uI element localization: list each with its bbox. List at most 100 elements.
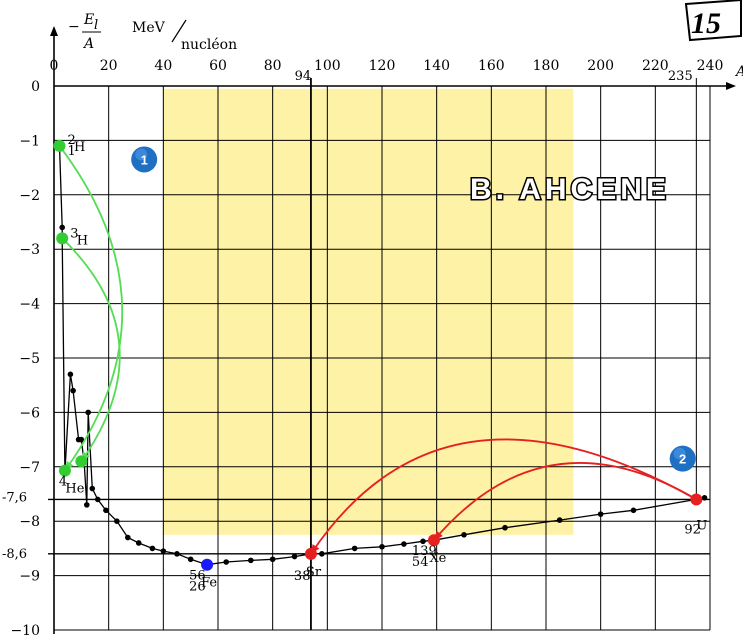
y-tick-label: 0 — [31, 79, 40, 95]
data-point — [85, 409, 91, 416]
y-extra-tick-label: -8,6 — [2, 547, 27, 562]
data-point — [597, 511, 604, 517]
data-point — [223, 559, 229, 565]
x-tick-label: 220 — [642, 58, 669, 74]
y-label-unit: MeV — [132, 20, 166, 36]
data-point — [103, 507, 109, 514]
y-label-minus: − — [68, 19, 80, 35]
nuclide-mass-number: 139 — [412, 544, 437, 559]
page-number: 15 — [691, 7, 721, 40]
data-point — [160, 548, 167, 554]
data-point — [351, 545, 358, 552]
step-badge-label: 2 — [679, 452, 686, 467]
x-tick-label: 100 — [314, 58, 341, 74]
nuclide-mass-number: 4 — [59, 475, 67, 490]
x-tick-label: 160 — [478, 58, 505, 74]
y-tick-label: −9 — [19, 569, 40, 585]
x-extra-tick-label: 94 — [295, 69, 312, 84]
data-point — [149, 545, 156, 552]
data-point — [502, 524, 508, 531]
y-tick-label: −7 — [19, 460, 40, 476]
y-label-subscript: l — [94, 18, 98, 33]
x-tick-label: 0 — [50, 58, 59, 74]
y-tick-label: −5 — [19, 351, 40, 367]
data-point — [114, 518, 120, 524]
nuclide-symbol: Sr — [306, 565, 322, 580]
data-point — [248, 557, 254, 564]
nuclide-symbol: He — [65, 482, 84, 497]
nuclide-marker — [304, 547, 317, 560]
x-axis-arrow — [726, 82, 736, 90]
y-tick-label: −8 — [19, 514, 40, 530]
y-tick-label: −6 — [19, 405, 40, 421]
nuclide-label: 21H — [67, 133, 85, 159]
nuclide-marker — [690, 493, 703, 506]
nuclide-symbol: Xe — [429, 551, 446, 566]
nuclide-marker — [75, 455, 88, 468]
x-tick-label: 20 — [100, 58, 118, 74]
author-logo: B. AHCENE — [470, 173, 670, 206]
nuclide-label: 92U — [684, 518, 707, 537]
y-tick-label: −4 — [19, 297, 40, 313]
data-point — [125, 534, 131, 541]
page-number-badge — [684, 0, 742, 42]
y-label-denominator: A — [82, 36, 94, 52]
step-badge-highlight — [135, 148, 148, 161]
nuclide-atomic-number: 38 — [294, 569, 311, 584]
nuclide-marker — [53, 139, 66, 152]
nuclide-mass-number: 56 — [189, 569, 206, 584]
fusion-arc — [58, 145, 124, 472]
data-point — [630, 507, 637, 514]
stability-region — [163, 88, 574, 535]
data-point — [78, 436, 85, 443]
y-label-unit-slash — [171, 19, 187, 43]
nuclide-marker — [56, 232, 69, 245]
nuclide-symbol: H — [77, 233, 88, 248]
nuclide-marker — [427, 534, 440, 547]
data-point — [461, 532, 467, 538]
nuclide-marker — [201, 558, 214, 571]
data-point — [84, 502, 90, 508]
nuclide-symbol: Fe — [201, 576, 217, 591]
data-point — [59, 224, 65, 231]
fission-arc — [433, 462, 697, 541]
data-point — [291, 553, 298, 560]
data-point — [67, 371, 74, 378]
x-tick-label: 140 — [423, 58, 450, 74]
data-point — [701, 495, 708, 501]
data-point — [89, 485, 96, 492]
x-tick-label: 40 — [154, 58, 172, 74]
nuclide-label: 4He — [59, 475, 85, 497]
nuclide-atomic-number: 54 — [412, 555, 429, 570]
data-point — [556, 517, 563, 523]
step-badge-highlight — [673, 447, 686, 460]
x-tick-label: 200 — [587, 58, 614, 74]
nuclide-atomic-number: 26 — [189, 580, 206, 595]
fission-arc — [310, 438, 697, 555]
data-point — [70, 387, 76, 394]
data-point — [420, 538, 426, 545]
data-point — [319, 551, 325, 557]
nuclide-mass-number: 2 — [67, 133, 75, 148]
data-point — [269, 556, 276, 563]
x-tick-label: 80 — [264, 58, 282, 74]
data-point — [94, 496, 101, 503]
x-tick-label: 60 — [209, 58, 227, 74]
x-extra-tick-label: 235 — [668, 69, 693, 84]
nuclide-atomic-number: 92 — [684, 522, 701, 537]
data-point — [174, 551, 180, 557]
nuclide-symbol: U — [696, 518, 707, 533]
nuclide-mass-number: 3 — [70, 226, 78, 241]
data-point — [135, 540, 142, 546]
y-label-unit-denominator: nucléon — [181, 37, 237, 53]
data-point — [379, 543, 385, 550]
fusion-arc — [61, 237, 121, 462]
x-tick-label: 240 — [697, 58, 724, 74]
y-tick-label: −10 — [10, 623, 40, 639]
nuclide-marker — [58, 464, 71, 477]
step-badge-label: 1 — [141, 152, 148, 167]
